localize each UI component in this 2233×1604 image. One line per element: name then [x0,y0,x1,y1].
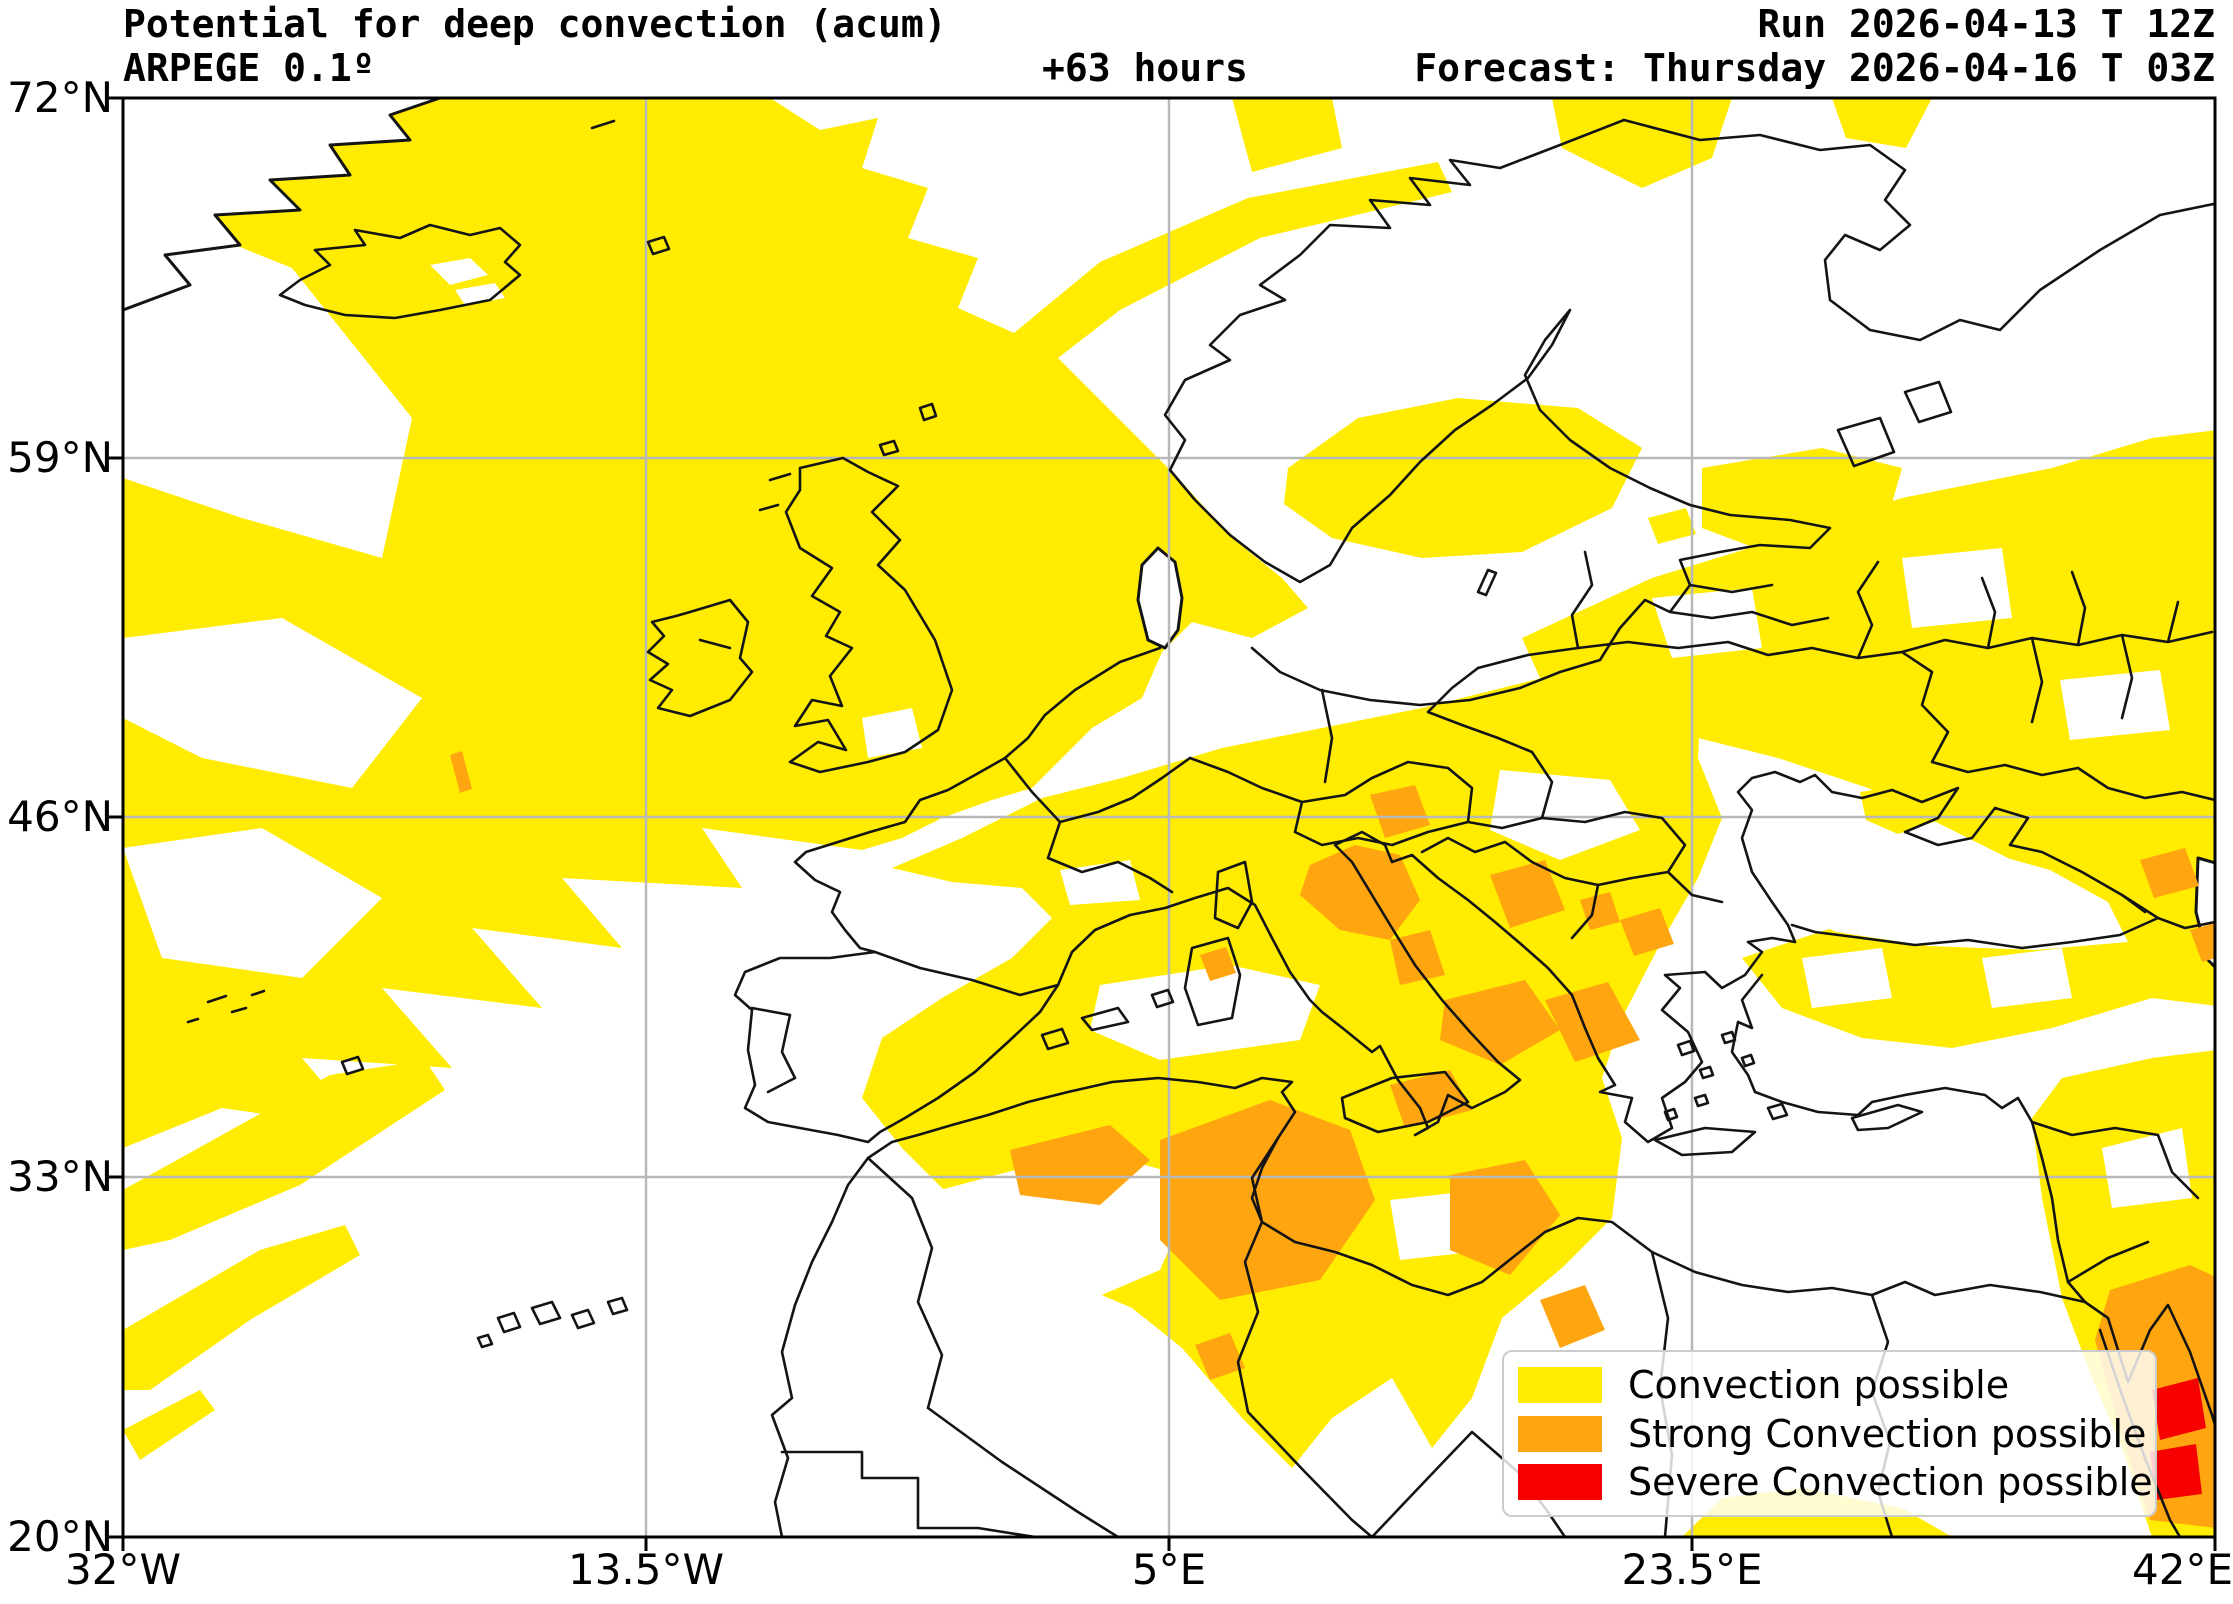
libya-strong-speck-2 [1195,1333,1245,1380]
strong-convection-label: Strong Convection possible [1628,1411,2147,1456]
black-sea-white [1736,792,2128,950]
model-label: ARPEGE 0.1º [123,46,375,90]
ne-italy-strong [1370,785,1430,838]
arabia-white-hole [2102,1128,2192,1208]
arctic-band-3 [1832,98,1932,148]
dalmatia-strong [1490,860,1565,928]
norway-coast-convection-fringe [1008,162,1452,372]
sweden-baltic-convection-area [1284,398,1642,558]
sardinia-strong-dot [1200,947,1236,981]
atlantic-streak-2 [123,1225,360,1390]
pannonia-white-hole [1490,770,1640,860]
atlantic-strong-dash [450,751,472,793]
atlantic-white-wedge-3 [123,828,382,978]
iceland-white-patch-1 [430,258,488,285]
uk-coastline [784,456,954,774]
atlantic-white-wedge-1 [123,200,412,558]
iberia-france-borders [750,950,1060,1094]
legend-row-severe-convection: Severe Convection possible [1518,1459,2153,1505]
severe-convection-label: Severe Convection possible [1628,1460,2153,1504]
lat-label-33n: 33°N [7,1152,113,1201]
england-white-gap [862,708,922,758]
atlantic-islands [186,989,629,1349]
legend: Convection possible Strong Convection po… [1502,1350,2157,1517]
russia-white-hole-1 [1902,548,2012,628]
central-italy-strong [1390,930,1445,985]
arctic-band-2 [1552,98,1732,188]
atlantic-nw-europe-convection-area [123,98,1308,1148]
legend-row-strong-convection: Strong Convection possible [1518,1411,2146,1457]
belarus-white-hole [1652,588,1762,658]
east-europe-convection-area [1522,430,2215,954]
severe-convection-areas [2150,1378,2206,1500]
atlantic-streak-3 [123,1390,215,1460]
lat-label-59n: 59°N [7,433,113,482]
finland-speck [1648,508,1696,544]
south-italy-strong [1440,980,1560,1065]
lat-label-20n: 20°N [7,1512,113,1561]
russia-white-hole-2 [2060,670,2170,740]
algeria-coast-strong [1010,1125,1150,1205]
plot-frame-and-ticks [109,96,2217,1551]
libya-strong-speck-1 [1540,1285,1605,1348]
west-europe-mediterranean-coastline [733,646,2160,1144]
tunisia-strong [1160,1100,1375,1300]
algeria-interior-white-hole [940,1150,1200,1330]
red-sea-severe-1 [2152,1378,2206,1440]
red-sea-severe-2 [2150,1444,2202,1500]
sicily-strong [1390,1070,1472,1128]
small-north-islands [590,119,938,512]
east-turkey-strong-1 [2140,848,2199,898]
atlantic-streak-1 [123,1060,445,1250]
run-label: Run 2026-04-13 T 12Z [1757,2,2215,46]
macedonia-strong-speck [1620,908,1674,956]
lon-label-13-5w: 13.5°W [567,1545,725,1594]
kola-white-sea-coastline [1622,118,2215,342]
graticule-gridlines [123,98,2215,1537]
arctic-band-1 [1232,98,1342,172]
east-europe-borders [1476,550,2215,930]
iceland-coastline [278,223,522,320]
anatolia-white-hole-2 [1982,948,2072,1008]
no-convection-cutouts [123,98,2215,1330]
lon-label-23-5e: 23.5°E [1621,1545,1763,1594]
turkey-levant-coastline [1730,973,2215,1430]
azov-convection [1972,800,2030,842]
lat-label-72n: 72°N [7,73,113,122]
central-europe-borders [1003,666,1724,940]
strong-convection-swatch [1518,1415,1602,1452]
ireland-coastline [646,598,754,718]
libya-strong [1450,1160,1560,1275]
east-turkey-strong-2 [2190,922,2215,962]
north-apennines-strong [1300,845,1420,940]
convection-possible-label: Convection possible [1628,1363,2010,1407]
convection-possible-swatch [1518,1367,1602,1403]
severe-convection-swatch [1518,1464,1602,1500]
forecast-label: Forecast: Thursday 2026-04-16 T 03Z [1414,46,2215,90]
scandinavia-coastline [1163,118,1832,707]
bosnia-strong-speck [1580,892,1620,930]
lon-label-42e: 42°E [2132,1545,2233,1594]
page-title: Potential for deep convection (acum) [123,2,947,46]
russian-lakes [1476,380,1953,597]
albania-greece-strong [1545,982,1640,1062]
lat-label-46n: 46°N [7,792,113,841]
lon-label-32w: 32°W [65,1545,181,1594]
lead-time-label: +63 hours [1042,46,1248,90]
greenland-land [123,98,442,312]
axis-ticks [109,96,2217,1551]
mediterranean-islands [1040,860,1924,1157]
legend-row-convection: Convection possible [1518,1362,2141,1408]
lon-label-5e: 5°E [1131,1545,1207,1594]
atlantic-white-wedge-2 [123,618,422,788]
balearic-white-hole [1090,965,1320,1060]
anatolia-white-hole-1 [1802,948,1892,1008]
